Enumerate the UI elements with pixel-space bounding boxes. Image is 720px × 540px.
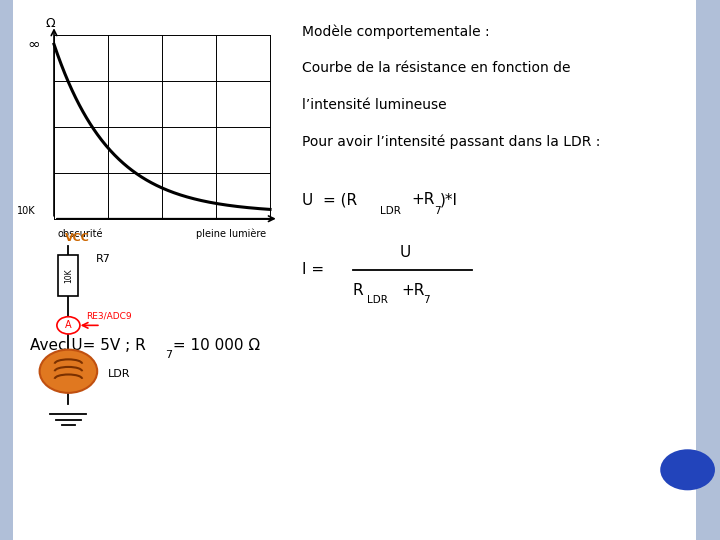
Text: ∞: ∞ xyxy=(27,37,40,52)
Text: +R: +R xyxy=(412,192,435,207)
Text: +R: +R xyxy=(402,283,425,298)
Text: VCC: VCC xyxy=(65,233,90,243)
Text: LDR: LDR xyxy=(380,206,401,215)
Text: R: R xyxy=(353,283,364,298)
Text: 10Κ: 10Κ xyxy=(17,206,36,215)
Circle shape xyxy=(660,449,715,490)
Text: l’intensité lumineuse: l’intensité lumineuse xyxy=(302,98,447,112)
Text: Courbe de la résistance en fonction de: Courbe de la résistance en fonction de xyxy=(302,61,571,75)
Text: = 10 000 Ω: = 10 000 Ω xyxy=(168,338,261,353)
Text: R7: R7 xyxy=(96,254,111,264)
Text: A: A xyxy=(65,320,72,330)
Text: LDR: LDR xyxy=(108,369,130,379)
Bar xyxy=(0,0,13,540)
Text: 7: 7 xyxy=(165,350,172,360)
Bar xyxy=(696,0,720,540)
Text: RE3/ADC9: RE3/ADC9 xyxy=(86,311,132,320)
Text: pleine lumière: pleine lumière xyxy=(197,228,266,239)
Circle shape xyxy=(57,316,80,334)
Text: )*I: )*I xyxy=(440,192,458,207)
Text: U: U xyxy=(400,245,410,260)
Text: 7: 7 xyxy=(434,206,441,215)
Text: LDR: LDR xyxy=(367,295,388,305)
Text: U  = (R: U = (R xyxy=(302,192,358,207)
Text: Modèle comportementale :: Modèle comportementale : xyxy=(302,24,490,39)
Text: 10K: 10K xyxy=(64,268,73,283)
Text: Pour avoir l’intensité passant dans la LDR :: Pour avoir l’intensité passant dans la L… xyxy=(302,134,600,149)
Text: Ω: Ω xyxy=(45,17,55,30)
Text: 7: 7 xyxy=(423,295,430,305)
Text: obscurité: obscurité xyxy=(58,229,103,239)
Text: I =: I = xyxy=(302,262,325,278)
Circle shape xyxy=(40,350,97,393)
Bar xyxy=(58,255,78,295)
Text: Avec U= 5V ; R: Avec U= 5V ; R xyxy=(30,338,146,353)
